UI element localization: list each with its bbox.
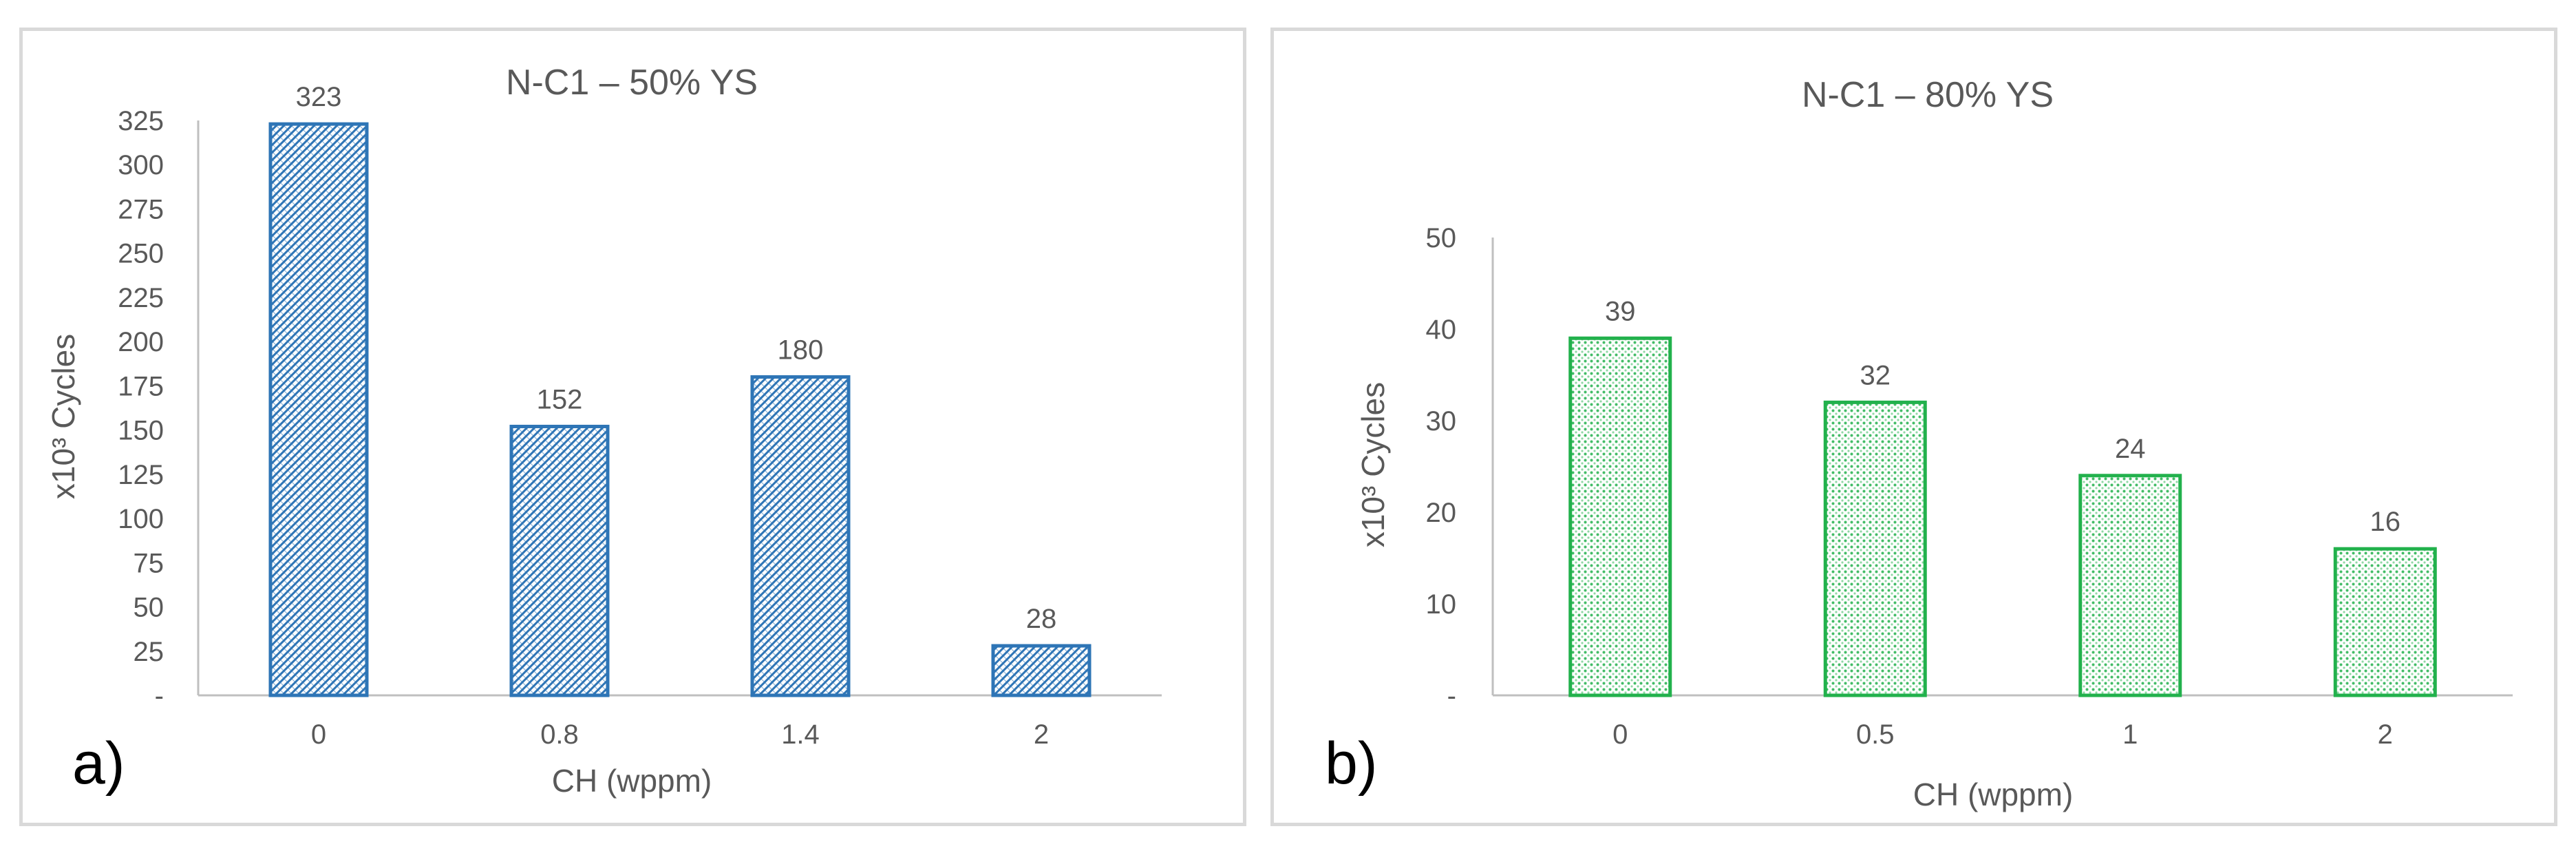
bar	[1568, 336, 1672, 697]
bar	[750, 375, 851, 697]
chart-b-svg: N-C1 – 80% YS - 10 20 30 40 50 39 0 32 0.5 24 1 16 2 CH…	[1355, 75, 2513, 812]
panel-label-a: a)	[72, 730, 125, 797]
chart-title: N-C1 – 50% YS	[506, 63, 758, 103]
y-tick-label: -	[1447, 681, 1456, 711]
y-tick-label: 175	[118, 371, 164, 401]
y-tick-label: 200	[118, 327, 164, 357]
x-tick-label: 0.8	[540, 719, 579, 750]
data-label: 32	[1860, 360, 1891, 390]
y-tick-label: 50	[1426, 223, 1457, 253]
y-axis-title: x10³ Cycles	[45, 334, 81, 499]
x-axis-title: CH (wppm)	[552, 763, 712, 799]
x-tick-label: 1	[2122, 719, 2138, 750]
bar	[2333, 547, 2437, 697]
x-tick-label: 0.5	[1856, 719, 1895, 750]
y-tick-label: -	[155, 681, 164, 711]
bar	[509, 424, 610, 697]
y-tick-label: 275	[118, 194, 164, 224]
bar	[268, 122, 369, 697]
bar	[1823, 400, 1927, 697]
y-tick-label: 125	[118, 460, 164, 490]
y-tick-label: 30	[1426, 406, 1457, 436]
y-tick-label: 300	[118, 150, 164, 180]
y-tick-label: 100	[118, 504, 164, 534]
chart-title: N-C1 – 80% YS	[1802, 75, 2054, 115]
data-label: 180	[778, 335, 824, 366]
y-tick-label: 20	[1426, 498, 1457, 528]
data-label: 323	[296, 82, 342, 112]
x-tick-label: 0	[1612, 719, 1628, 750]
chart-a-svg: N-C1 – 50% YS - 25 50 75 100 125 150 175 200 225 25…	[45, 63, 1162, 799]
y-tick-label: 150	[118, 416, 164, 446]
y-tick-label: 250	[118, 239, 164, 269]
x-tick-label: 2	[2378, 719, 2393, 750]
data-label: 16	[2370, 507, 2401, 537]
y-tick-label: 325	[118, 106, 164, 136]
y-tick-label: 40	[1426, 315, 1457, 345]
chart-panel-b: N-C1 – 80% YS - 10 20 30 40 50 39 0 32 0.5 24 1 16 2 CH…	[1270, 28, 2557, 826]
bar	[991, 644, 1092, 697]
chart-panel-a: N-C1 – 50% YS - 25 50 75 100 125 150 175 200 225 25…	[19, 28, 1246, 826]
y-tick-label: 50	[134, 593, 164, 623]
bar	[2078, 474, 2182, 697]
y-axis-title: x10³ Cycles	[1355, 382, 1391, 547]
y-tick-label: 25	[134, 637, 164, 667]
x-tick-label: 0	[311, 719, 326, 750]
data-label: 28	[1026, 604, 1057, 634]
data-label: 24	[2115, 434, 2146, 464]
x-tick-label: 1.4	[781, 719, 820, 750]
x-tick-label: 2	[1034, 719, 1049, 750]
data-label: 39	[1605, 296, 1636, 326]
panel-label-b: b)	[1325, 730, 1378, 797]
y-tick-label: 75	[134, 548, 164, 578]
x-axis-title: CH (wppm)	[1913, 777, 2074, 812]
y-tick-label: 10	[1426, 589, 1457, 620]
data-label: 152	[537, 384, 583, 414]
y-tick-label: 225	[118, 283, 164, 313]
